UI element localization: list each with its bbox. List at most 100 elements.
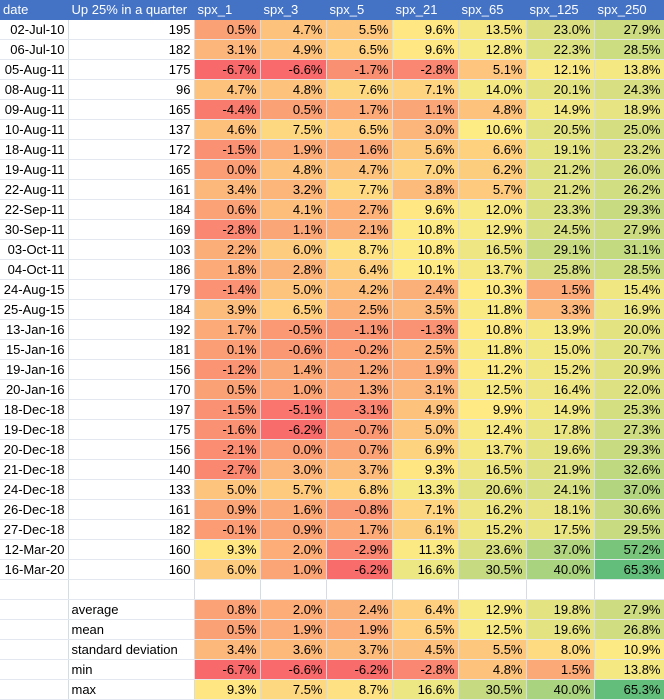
return-cell[interactable]: 23.0% <box>526 19 595 41</box>
return-cell[interactable]: 30.6% <box>594 499 664 521</box>
stat-value-cell[interactable]: 7.5% <box>260 679 327 700</box>
return-cell[interactable]: 10.1% <box>392 259 459 281</box>
date-cell[interactable]: 24-Dec-18 <box>0 479 69 501</box>
empty-cell[interactable] <box>0 619 69 640</box>
return-cell[interactable]: 57.2% <box>594 539 664 561</box>
date-cell[interactable]: 03-Oct-11 <box>0 239 69 261</box>
return-cell[interactable]: 13.3% <box>392 479 459 501</box>
return-cell[interactable]: 2.1% <box>326 219 393 241</box>
stat-value-cell[interactable]: -6.6% <box>260 659 327 680</box>
date-cell[interactable]: 21-Dec-18 <box>0 459 69 481</box>
return-cell[interactable]: 4.8% <box>260 79 327 101</box>
date-cell[interactable]: 25-Aug-15 <box>0 299 69 321</box>
count-cell[interactable]: 182 <box>68 519 195 541</box>
date-cell[interactable]: 06-Jul-10 <box>0 39 69 61</box>
return-cell[interactable]: -1.7% <box>326 59 393 81</box>
date-cell[interactable]: 19-Dec-18 <box>0 419 69 441</box>
count-cell[interactable]: 172 <box>68 139 195 161</box>
count-cell[interactable]: 192 <box>68 319 195 341</box>
return-cell[interactable]: 11.8% <box>458 339 527 361</box>
return-cell[interactable]: 20.7% <box>594 339 664 361</box>
return-cell[interactable]: -2.7% <box>194 459 261 481</box>
count-cell[interactable]: 156 <box>68 439 195 461</box>
return-cell[interactable]: 0.5% <box>260 99 327 121</box>
return-cell[interactable]: 10.8% <box>392 219 459 241</box>
return-cell[interactable]: 4.6% <box>194 119 261 141</box>
return-cell[interactable]: 2.5% <box>392 339 459 361</box>
empty-cell[interactable] <box>260 579 327 600</box>
return-cell[interactable]: 22.0% <box>594 379 664 401</box>
return-cell[interactable]: 3.1% <box>194 39 261 61</box>
stat-value-cell[interactable]: 4.5% <box>392 639 459 660</box>
return-cell[interactable]: 16.5% <box>458 459 527 481</box>
return-cell[interactable]: 6.6% <box>458 139 527 161</box>
return-cell[interactable]: 1.7% <box>326 99 393 121</box>
return-cell[interactable]: 21.2% <box>526 159 595 181</box>
return-cell[interactable]: 1.1% <box>392 99 459 121</box>
return-cell[interactable]: -2.8% <box>194 219 261 241</box>
return-cell[interactable]: 6.9% <box>392 439 459 461</box>
header-cell[interactable]: spx_125 <box>526 0 595 21</box>
return-cell[interactable]: -1.3% <box>392 319 459 341</box>
return-cell[interactable]: 1.6% <box>260 499 327 521</box>
empty-cell[interactable] <box>526 579 595 600</box>
return-cell[interactable]: -1.4% <box>194 279 261 301</box>
stat-value-cell[interactable]: 0.8% <box>194 599 261 620</box>
return-cell[interactable]: 27.9% <box>594 219 664 241</box>
return-cell[interactable]: 16.6% <box>392 559 459 581</box>
return-cell[interactable]: 3.3% <box>526 299 595 321</box>
empty-cell[interactable] <box>0 679 69 700</box>
return-cell[interactable]: 0.7% <box>326 439 393 461</box>
return-cell[interactable]: 14.9% <box>526 399 595 421</box>
return-cell[interactable]: 1.5% <box>526 279 595 301</box>
return-cell[interactable]: -0.7% <box>326 419 393 441</box>
return-cell[interactable]: 1.9% <box>392 359 459 381</box>
return-cell[interactable]: 5.0% <box>194 479 261 501</box>
count-cell[interactable]: 156 <box>68 359 195 381</box>
return-cell[interactable]: 3.0% <box>260 459 327 481</box>
date-cell[interactable]: 08-Aug-11 <box>0 79 69 101</box>
return-cell[interactable]: 4.2% <box>326 279 393 301</box>
return-cell[interactable]: 3.5% <box>392 299 459 321</box>
count-cell[interactable]: 161 <box>68 499 195 521</box>
return-cell[interactable]: 31.1% <box>594 239 664 261</box>
return-cell[interactable]: -0.1% <box>194 519 261 541</box>
empty-cell[interactable] <box>0 639 69 660</box>
header-cell[interactable]: date <box>0 0 69 21</box>
return-cell[interactable]: 12.4% <box>458 419 527 441</box>
return-cell[interactable]: 19.6% <box>526 439 595 461</box>
return-cell[interactable]: 5.0% <box>392 419 459 441</box>
date-cell[interactable]: 09-Aug-11 <box>0 99 69 121</box>
count-cell[interactable]: 197 <box>68 399 195 421</box>
date-cell[interactable]: 19-Aug-11 <box>0 159 69 181</box>
return-cell[interactable]: 15.2% <box>458 519 527 541</box>
count-cell[interactable]: 195 <box>68 19 195 41</box>
header-cell[interactable]: spx_1 <box>194 0 261 21</box>
return-cell[interactable]: 26.2% <box>594 179 664 201</box>
return-cell[interactable]: -3.1% <box>326 399 393 421</box>
return-cell[interactable]: 4.1% <box>260 199 327 221</box>
return-cell[interactable]: 7.0% <box>392 159 459 181</box>
return-cell[interactable]: 9.6% <box>392 19 459 41</box>
return-cell[interactable]: 3.8% <box>392 179 459 201</box>
return-cell[interactable]: 11.8% <box>458 299 527 321</box>
return-cell[interactable]: 16.4% <box>526 379 595 401</box>
empty-cell[interactable] <box>0 599 69 620</box>
return-cell[interactable]: 1.4% <box>260 359 327 381</box>
return-cell[interactable]: 1.0% <box>260 559 327 581</box>
return-cell[interactable]: 5.6% <box>392 139 459 161</box>
stat-value-cell[interactable]: 3.4% <box>194 639 261 660</box>
return-cell[interactable]: 4.9% <box>260 39 327 61</box>
stat-label[interactable]: mean <box>68 619 195 640</box>
return-cell[interactable]: 1.7% <box>194 319 261 341</box>
return-cell[interactable]: 29.3% <box>594 199 664 221</box>
date-cell[interactable]: 10-Aug-11 <box>0 119 69 141</box>
return-cell[interactable]: 1.2% <box>326 359 393 381</box>
return-cell[interactable]: 4.7% <box>326 159 393 181</box>
return-cell[interactable]: 6.4% <box>326 259 393 281</box>
return-cell[interactable]: 10.6% <box>458 119 527 141</box>
date-cell[interactable]: 20-Dec-18 <box>0 439 69 461</box>
return-cell[interactable]: 16.5% <box>458 239 527 261</box>
stat-value-cell[interactable]: 19.8% <box>526 599 595 620</box>
return-cell[interactable]: 3.9% <box>194 299 261 321</box>
